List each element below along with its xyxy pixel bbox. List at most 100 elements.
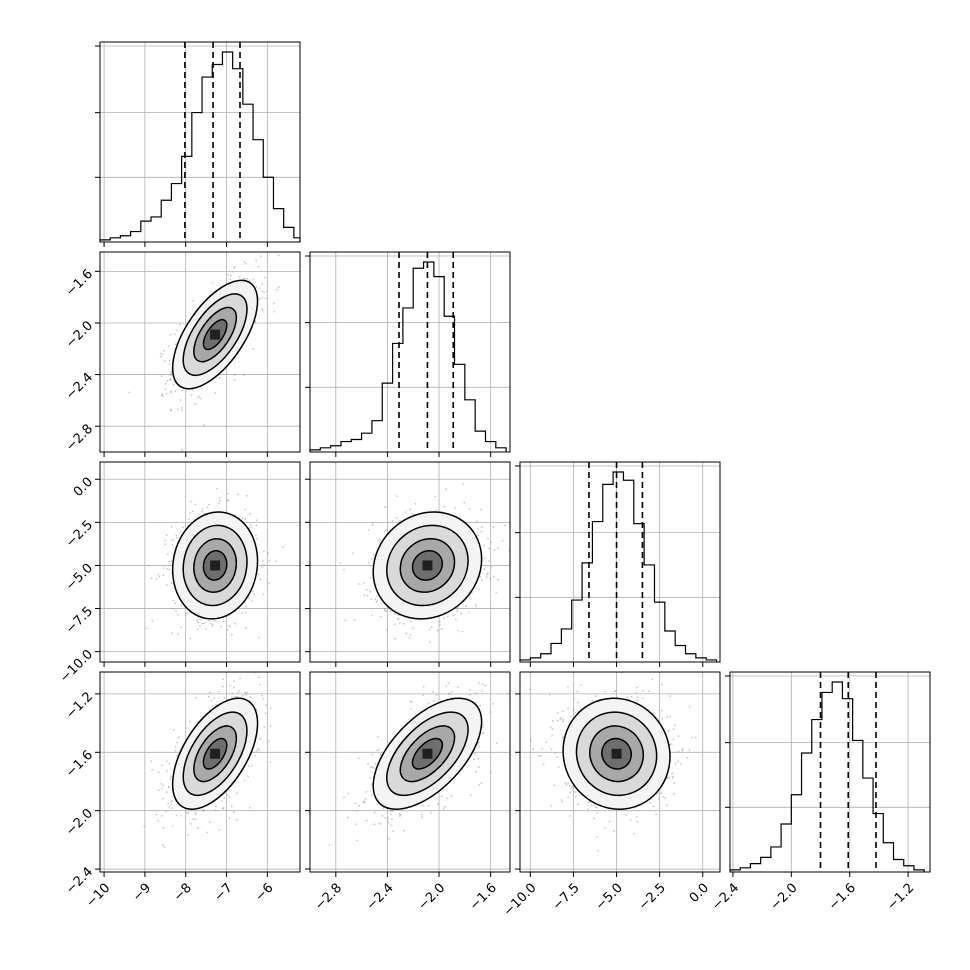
scatter-point: [250, 765, 253, 768]
scatter-point: [160, 375, 163, 377]
scatter-point: [150, 760, 153, 763]
scatter-point: [371, 557, 373, 560]
scatter-point: [199, 618, 201, 621]
scatter-point: [187, 811, 190, 814]
scatter-point: [434, 509, 437, 512]
scatter-point: [409, 700, 412, 703]
scatter-point: [192, 299, 195, 302]
scatter-point: [228, 624, 231, 627]
scatter-panel-1-0: [95, 251, 301, 457]
x-tick-label: −9: [130, 881, 154, 905]
scatter-point: [495, 742, 498, 745]
scatter-point: [265, 704, 267, 707]
panel-frame: [309, 671, 511, 873]
scatter-point: [252, 348, 255, 350]
scatter-point: [180, 604, 182, 607]
histogram-panel-1: [305, 251, 511, 457]
scatter-point: [263, 291, 266, 294]
scatter-point: [222, 620, 225, 623]
scatter-point: [170, 371, 173, 373]
scatter-point: [367, 562, 370, 564]
scatter-point: [189, 720, 192, 723]
scatter-point: [166, 769, 169, 772]
scatter-point: [223, 696, 226, 699]
scatter-point: [162, 574, 165, 577]
scatter-point: [367, 763, 369, 765]
scatter-point: [356, 809, 358, 812]
scatter-point: [234, 622, 236, 625]
scatter-point: [427, 804, 430, 807]
scatter-point: [231, 692, 234, 695]
scatter-point: [485, 576, 488, 578]
density-contour: [386, 524, 469, 607]
scatter-point: [480, 782, 483, 784]
scatter-point: [398, 812, 401, 815]
scatter-point: [456, 610, 459, 613]
scatter-point: [169, 377, 172, 380]
scatter-point: [551, 728, 554, 730]
scatter-point: [217, 690, 220, 693]
scatter-point: [405, 632, 408, 635]
x-tick-label: −2.4: [709, 881, 742, 914]
scatter-point: [269, 707, 272, 710]
scatter-point: [450, 794, 453, 797]
scatter-point: [354, 823, 357, 826]
x-tick-label: −2.8: [312, 881, 345, 914]
scatter-point: [234, 265, 236, 268]
x-tick-label: −2.0: [415, 881, 448, 914]
scatter-point: [475, 586, 478, 589]
scatter-point: [180, 406, 183, 409]
scatter-point: [443, 617, 446, 620]
scatter-point: [328, 844, 331, 847]
scatter-point: [268, 559, 271, 562]
scatter-point: [259, 683, 261, 686]
density-peak: [210, 560, 221, 571]
scatter-point: [468, 508, 471, 510]
density-contour: [562, 697, 671, 810]
x-tick-label: −2.4: [364, 881, 397, 914]
scatter-point: [247, 775, 250, 778]
scatter-point: [480, 526, 483, 529]
scatter-point: [145, 627, 148, 630]
scatter-point: [167, 786, 170, 789]
scatter-point: [567, 707, 570, 710]
scatter-point: [525, 495, 527, 497]
scatter-point: [164, 388, 167, 390]
scatter-point: [382, 807, 385, 809]
scatter-point: [381, 815, 384, 817]
scatter-point: [380, 823, 383, 825]
scatter-point: [366, 594, 369, 597]
scatter-point: [241, 517, 244, 520]
scatter-point: [489, 771, 492, 774]
scatter-point: [440, 795, 443, 798]
scatter-point: [567, 781, 570, 784]
scatter-point: [227, 499, 230, 502]
scatter-point: [235, 818, 238, 821]
scatter-point: [190, 394, 193, 397]
density-contour: [182, 524, 248, 607]
scatter-point: [649, 801, 651, 804]
scatter-point: [170, 560, 173, 562]
scatter-point: [443, 505, 446, 508]
scatter-point: [254, 754, 257, 757]
panel-frame: [99, 671, 301, 873]
scatter-point: [487, 572, 490, 575]
scatter-point: [170, 526, 173, 528]
panel-frame: [309, 251, 511, 453]
panel-frame: [99, 461, 301, 663]
scatter-point: [165, 392, 168, 395]
scatter-point: [257, 573, 260, 576]
scatter-point: [167, 560, 170, 563]
scatter-point: [255, 537, 258, 540]
x-tick-label: −7.5: [550, 881, 583, 914]
scatter-point: [196, 396, 199, 399]
scatter-point: [259, 738, 261, 740]
scatter-point: [160, 355, 162, 358]
scatter-point: [379, 538, 381, 541]
density-group: [145, 487, 284, 640]
histogram-panel-3: [725, 671, 931, 877]
y-tick-label: −5.0: [63, 561, 96, 594]
x-tick-label: −6: [252, 881, 276, 905]
scatter-point: [443, 805, 446, 808]
